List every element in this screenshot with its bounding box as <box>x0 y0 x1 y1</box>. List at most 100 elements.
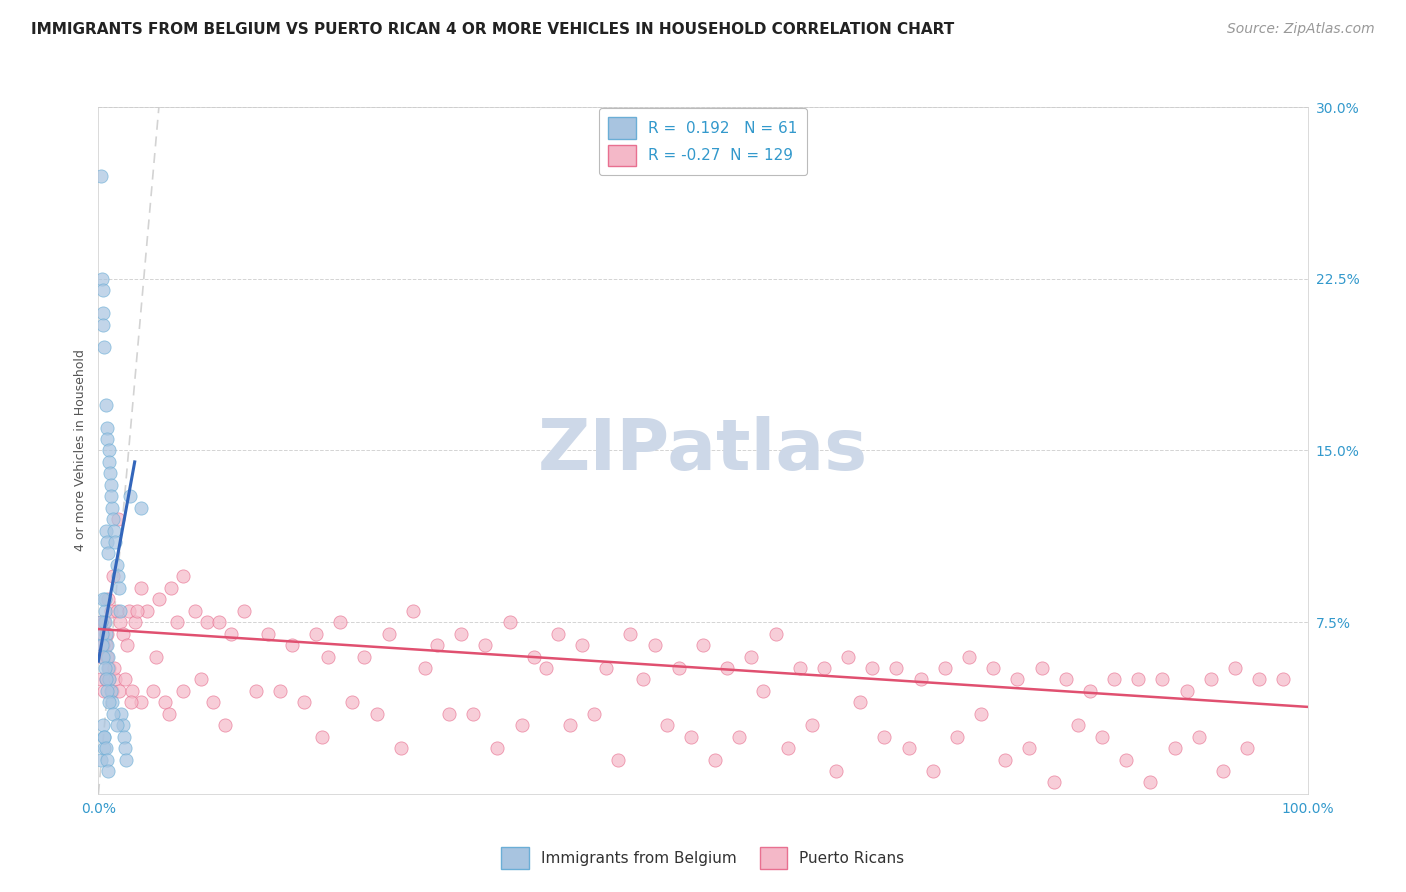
Point <box>1115 753 1137 767</box>
Point <box>91 271 114 285</box>
Point <box>90 626 112 640</box>
Point <box>93 592 115 607</box>
Point <box>1042 775 1064 789</box>
Point <box>873 730 896 744</box>
Point <box>474 638 496 652</box>
Point <box>437 706 460 721</box>
Point <box>96 649 118 664</box>
Point <box>184 604 207 618</box>
Point <box>91 649 114 664</box>
Point <box>91 626 114 640</box>
Point <box>103 661 125 675</box>
Legend: Immigrants from Belgium, Puerto Ricans: Immigrants from Belgium, Puerto Ricans <box>494 839 912 876</box>
Point <box>97 649 120 664</box>
Point <box>93 718 115 732</box>
Point <box>105 604 128 618</box>
Point <box>595 661 617 675</box>
Point <box>607 753 630 767</box>
Point <box>96 432 118 446</box>
Point <box>1175 683 1198 698</box>
Point <box>94 604 117 618</box>
Point <box>245 683 267 698</box>
Point <box>970 706 993 721</box>
Point <box>510 718 533 732</box>
Point <box>1102 673 1125 687</box>
Point <box>679 730 702 744</box>
Point <box>91 592 114 607</box>
Point <box>232 604 254 618</box>
Point <box>127 604 149 618</box>
Point <box>96 673 118 687</box>
Point <box>115 753 138 767</box>
Point <box>342 695 364 709</box>
Point <box>118 489 141 503</box>
Point <box>97 443 120 458</box>
Point <box>740 649 762 664</box>
Point <box>98 455 121 469</box>
Point <box>101 569 124 583</box>
Point <box>1199 673 1222 687</box>
Point <box>129 500 152 515</box>
Point <box>96 420 118 434</box>
Point <box>172 683 194 698</box>
Point <box>157 706 180 721</box>
Point <box>655 718 678 732</box>
Point <box>117 638 139 652</box>
Point <box>1212 764 1234 778</box>
Point <box>100 683 122 698</box>
Point <box>897 741 920 756</box>
Point <box>100 478 122 492</box>
Point <box>94 661 117 675</box>
Point <box>98 661 121 675</box>
Point <box>90 753 112 767</box>
Point <box>1067 718 1090 732</box>
Point <box>172 569 194 583</box>
Point <box>105 718 128 732</box>
Point <box>1054 673 1077 687</box>
Point <box>692 638 714 652</box>
Point <box>100 695 122 709</box>
Point <box>619 626 641 640</box>
Point <box>668 661 690 675</box>
Point <box>94 615 117 630</box>
Point <box>90 615 112 630</box>
Point <box>93 615 115 630</box>
Point <box>97 661 120 675</box>
Point <box>105 558 128 572</box>
Point <box>91 283 114 297</box>
Point <box>825 764 848 778</box>
Point <box>114 673 136 687</box>
Point <box>547 626 569 640</box>
Point <box>353 649 375 664</box>
Point <box>534 661 557 675</box>
Point <box>195 615 218 630</box>
Point <box>1236 741 1258 756</box>
Point <box>498 615 520 630</box>
Point <box>1163 741 1185 756</box>
Point <box>98 467 121 481</box>
Point <box>1091 730 1114 744</box>
Point <box>269 683 291 698</box>
Point <box>110 706 132 721</box>
Point <box>108 581 131 595</box>
Point <box>1223 661 1246 675</box>
Point <box>921 764 943 778</box>
Point <box>96 535 118 549</box>
Point <box>101 512 124 526</box>
Point <box>94 398 117 412</box>
Point <box>523 649 546 664</box>
Point <box>124 615 146 630</box>
Point <box>91 649 114 664</box>
Point <box>214 718 236 732</box>
Point <box>981 661 1004 675</box>
Point <box>716 661 738 675</box>
Point <box>93 341 115 355</box>
Y-axis label: 4 or more Vehicles in Household: 4 or more Vehicles in Household <box>75 350 87 551</box>
Point <box>256 626 278 640</box>
Point <box>94 741 117 756</box>
Point <box>93 730 115 744</box>
Point <box>1031 661 1053 675</box>
Point <box>910 673 932 687</box>
Point <box>153 695 176 709</box>
Text: Source: ZipAtlas.com: Source: ZipAtlas.com <box>1227 22 1375 37</box>
